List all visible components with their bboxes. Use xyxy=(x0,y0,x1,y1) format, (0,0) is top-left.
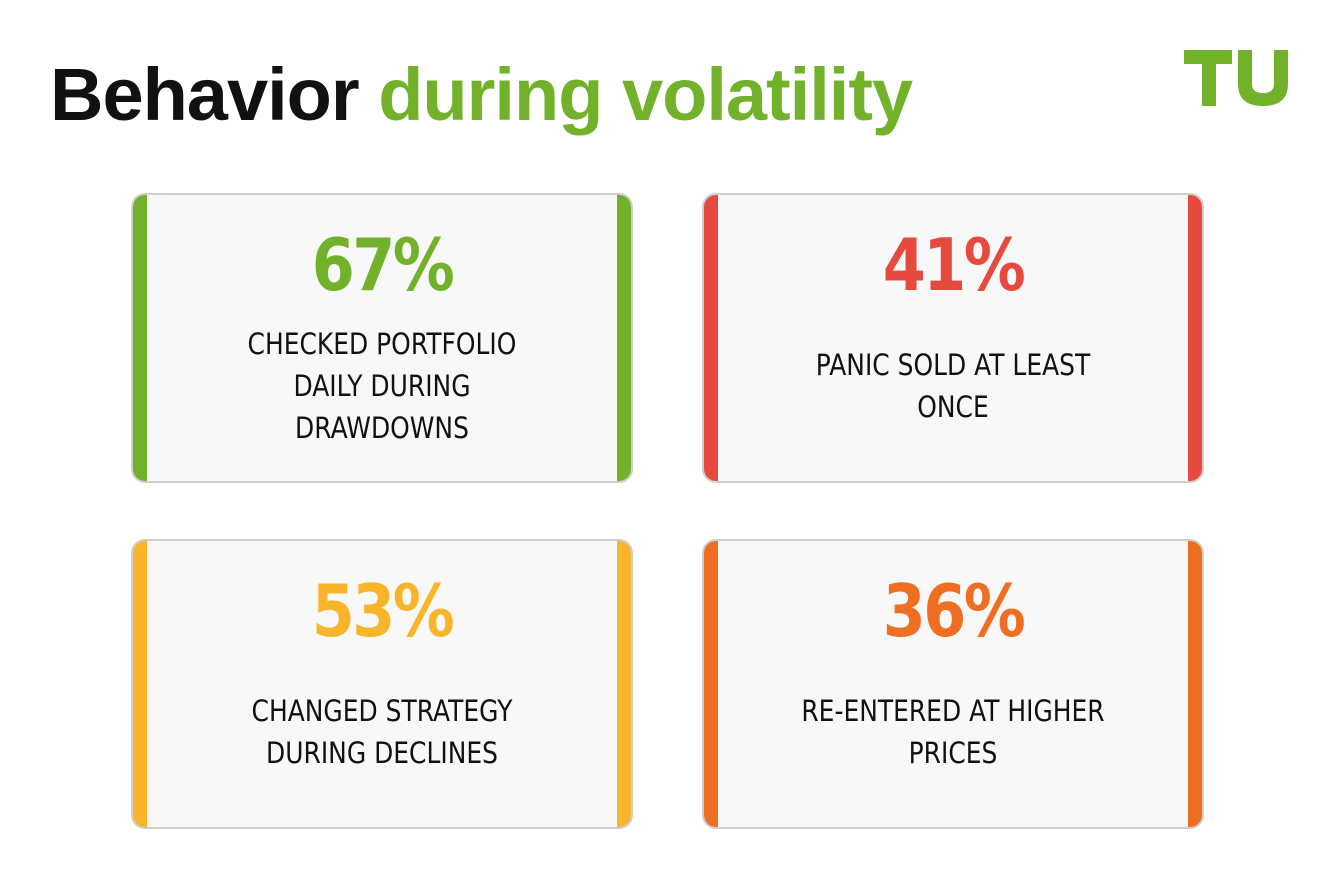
stat-label: PANIC SOLD AT LEAST ONCE xyxy=(815,347,1091,424)
stat-label: CHANGED STRATEGY DURING DECLINES xyxy=(251,693,513,770)
stat-label-wrapper: RE-ENTERED AT HIGHER PRICES xyxy=(734,656,1172,807)
stat-label: RE-ENTERED AT HIGHER PRICES xyxy=(801,693,1105,770)
card-accent-bar-left xyxy=(133,195,147,481)
card-accent-bar-left xyxy=(133,541,147,827)
title-part-2: during volatility xyxy=(378,53,913,136)
stat-label-wrapper: PANIC SOLD AT LEAST ONCE xyxy=(734,310,1172,461)
tu-logo xyxy=(1184,50,1288,106)
card-accent-bar-right xyxy=(1188,195,1202,481)
card-accent-bar-right xyxy=(1188,541,1202,827)
stat-card-panic-sold: 41% PANIC SOLD AT LEAST ONCE xyxy=(702,193,1204,483)
stat-value: 41% xyxy=(882,223,1026,307)
stat-card-re-entered: 36% RE-ENTERED AT HIGHER PRICES xyxy=(702,539,1204,829)
stat-label-wrapper: CHECKED PORTFOLIO DAILY DURING DRAWDOWNS xyxy=(163,310,601,461)
card-accent-bar-left xyxy=(704,541,718,827)
stat-card-changed-strategy: 53% CHANGED STRATEGY DURING DECLINES xyxy=(131,539,633,829)
stat-label-wrapper: CHANGED STRATEGY DURING DECLINES xyxy=(163,656,601,807)
card-accent-bar-left xyxy=(704,195,718,481)
stat-value: 36% xyxy=(882,569,1026,653)
card-accent-bar-right xyxy=(617,195,631,481)
stat-label: CHECKED PORTFOLIO DAILY DURING DRAWDOWNS xyxy=(247,326,517,445)
stat-value: 67% xyxy=(311,223,455,307)
stat-card-checked-portfolio: 67% CHECKED PORTFOLIO DAILY DURING DRAWD… xyxy=(131,193,633,483)
title-part-1: Behavior xyxy=(50,53,360,136)
stat-value: 53% xyxy=(311,569,455,653)
card-accent-bar-right xyxy=(617,541,631,827)
page-title: Behavior during volatility xyxy=(50,50,913,140)
